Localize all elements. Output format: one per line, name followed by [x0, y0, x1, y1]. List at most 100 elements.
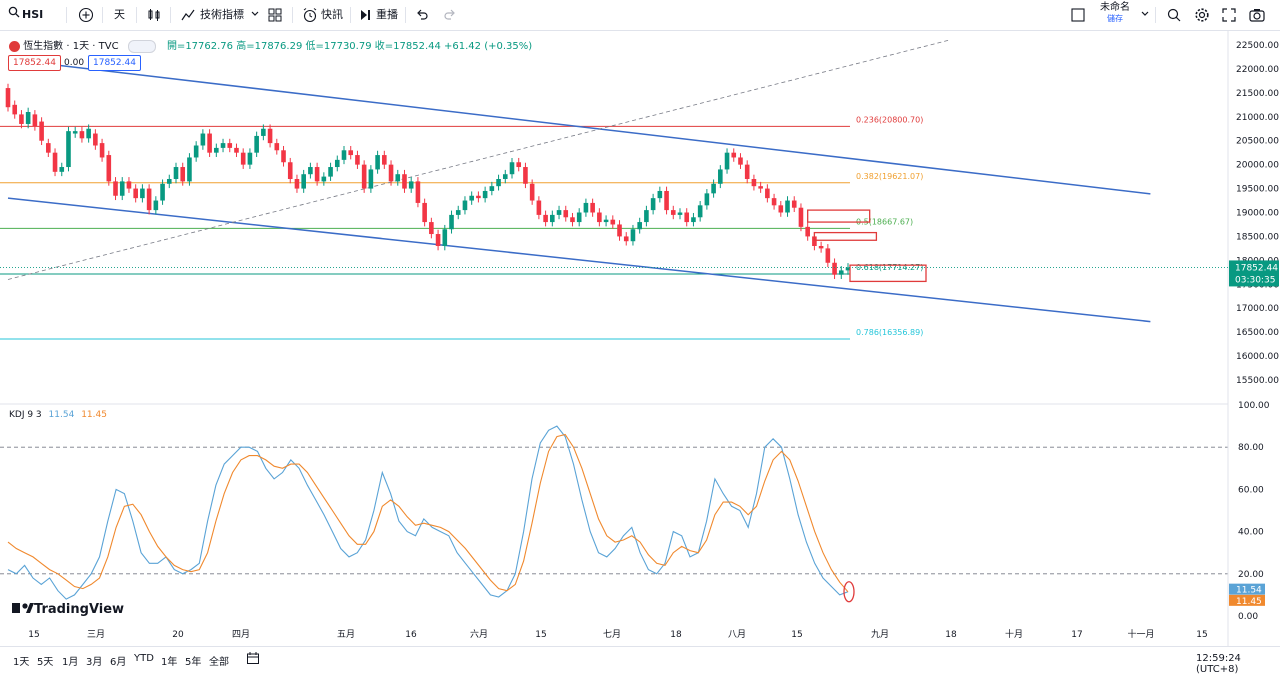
range-button[interactable]: 1月 [62, 657, 79, 668]
bid-price[interactable]: 17852.44 [8, 55, 61, 71]
plus-icon[interactable] [78, 5, 94, 25]
candle-body [785, 200, 790, 213]
chevron-icon[interactable] [250, 5, 260, 25]
channel-lower-line [7, 197, 1151, 323]
candle-body [838, 270, 844, 275]
range-button[interactable]: 3月 [86, 657, 103, 668]
fullscreen-icon[interactable] [1221, 5, 1237, 25]
y-tick-label: 19500.00 [1236, 185, 1279, 195]
kdj-d-value: 11.45 [81, 410, 107, 420]
candle-body [805, 226, 810, 237]
x-tick-label: 20 [172, 630, 184, 640]
grid-icon[interactable] [268, 5, 282, 25]
candle-body [254, 135, 259, 153]
candle-body [119, 181, 125, 196]
kdj-y-tick-label: 20.00 [1238, 570, 1264, 580]
save-button[interactable]: 儲存 [1107, 14, 1123, 23]
kdj-k-badge [1229, 583, 1265, 595]
candle-body [637, 222, 642, 230]
kdj-legend: KDJ 9 3 11.54 11.45 [9, 410, 107, 420]
symbol-label[interactable]: HSI [22, 8, 44, 21]
candle-body [744, 164, 750, 179]
replay-icon[interactable] [358, 5, 374, 25]
alarm-icon[interactable] [302, 5, 318, 25]
candle-body [200, 133, 206, 146]
candle-body [214, 147, 219, 153]
candle-body [449, 214, 454, 230]
candle-body [66, 131, 71, 168]
kdj-y-tick-label: 80.00 [1238, 443, 1264, 453]
candle-body [261, 128, 266, 136]
camera-icon[interactable] [1248, 5, 1266, 25]
kdj-d-badge-label: 11.45 [1236, 597, 1262, 607]
candle-body [361, 164, 367, 189]
kdj-k-value: 11.54 [48, 410, 75, 420]
x-tick-label: 九月 [871, 629, 889, 640]
candle-body [670, 210, 676, 215]
x-tick-label: 16 [405, 630, 417, 640]
legend-title: 恆生指數 · 1天 · TVC [23, 41, 119, 52]
search-icon[interactable] [8, 5, 20, 25]
replay-button[interactable]: 重播 [376, 8, 398, 21]
tradingview-watermark: TradingView [34, 602, 124, 617]
candle-body [812, 236, 817, 246]
candle-body [603, 219, 609, 223]
candle-body [523, 167, 528, 184]
indicator-icon[interactable] [180, 5, 196, 25]
candle-body [32, 114, 38, 127]
alert-button[interactable]: 快訊 [321, 8, 343, 21]
ask-price[interactable]: 17852.44 [88, 55, 141, 71]
candle-body [469, 195, 474, 201]
range-button[interactable]: YTD [134, 653, 154, 664]
x-tick-label: 七月 [603, 629, 621, 640]
range-button[interactable]: 全部 [209, 657, 229, 668]
undo-icon[interactable] [415, 5, 429, 25]
candle-body [247, 152, 253, 165]
candle-body [832, 262, 837, 275]
range-button[interactable]: 1天 [13, 657, 30, 668]
candle-body [395, 174, 401, 182]
candle-body [59, 167, 65, 172]
chevron-icon[interactable] [1140, 5, 1150, 25]
candle-body [368, 169, 374, 189]
candle-body [173, 167, 179, 179]
x-tick-label: 三月 [87, 629, 105, 640]
candle-body [207, 133, 212, 153]
candle-icon[interactable] [146, 5, 162, 25]
symbol-logo-icon [9, 40, 20, 52]
candle-body [12, 104, 18, 115]
range-button[interactable]: 6月 [110, 657, 127, 668]
candle-body [771, 198, 777, 206]
candle-body [52, 152, 58, 172]
y-tick-label: 20500.00 [1236, 137, 1279, 147]
candle-body [556, 210, 562, 215]
zoom-search-icon[interactable] [1166, 5, 1182, 25]
layout-name[interactable]: 未命名 [1100, 2, 1130, 13]
candle-body [348, 150, 354, 156]
y-tick-label: 21500.00 [1236, 89, 1279, 99]
candle-body [402, 174, 407, 189]
candle-body [314, 167, 320, 182]
candle-body [563, 210, 569, 218]
candle-body [442, 229, 448, 246]
legend-ohlc: 開=17762.76 高=17876.29 低=17730.79 收=17852… [166, 41, 533, 52]
candle-body [597, 212, 602, 223]
candle-body [79, 131, 85, 139]
chart-area[interactable]: 0.236(20800.70) 0.382(19621.07) 0.5(18667.… [0, 31, 1280, 646]
candle-body [39, 121, 44, 141]
interval-button[interactable]: 天 [114, 8, 125, 21]
y-tick-label: 16000.00 [1236, 352, 1279, 362]
layout-icon[interactable] [1070, 5, 1086, 25]
calendar-icon[interactable] [246, 651, 260, 668]
status-dots-icon[interactable] [127, 39, 156, 53]
gear-icon[interactable] [1194, 5, 1210, 25]
candle-body [321, 176, 327, 182]
candle-body [509, 162, 515, 175]
range-button[interactable]: 1年 [161, 657, 178, 668]
range-button[interactable]: 5年 [185, 657, 202, 668]
redo-icon[interactable] [443, 5, 457, 25]
candle-body [106, 155, 112, 182]
candle-body [415, 181, 421, 203]
range-button[interactable]: 5天 [37, 657, 54, 668]
indicators-button[interactable]: 技術指標 [200, 8, 244, 21]
